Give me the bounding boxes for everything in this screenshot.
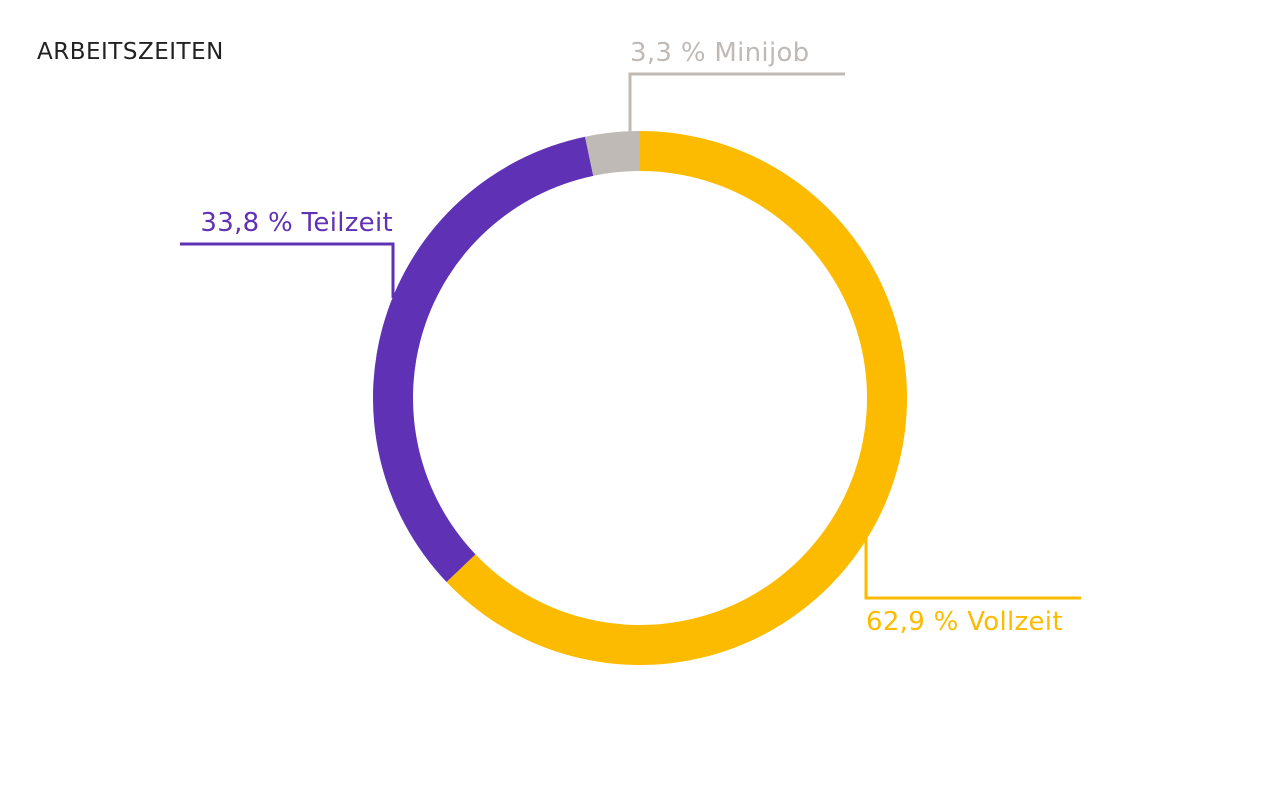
leader-line-minijob [628, 72, 845, 132]
slice-vollzeit [446, 131, 907, 665]
donut-slices [372, 131, 907, 665]
slice-teilzeit [372, 136, 594, 582]
leader-line-teilzeit [180, 242, 395, 298]
slice-minijob [585, 131, 640, 176]
slice-label-teilzeit: 33,8 % Teilzeit [200, 208, 393, 238]
leader-line-vollzeit [864, 538, 1081, 600]
slice-label-vollzeit: 62,9 % Vollzeit [866, 607, 1063, 637]
chart-title: ARBEITSZEITEN [37, 39, 224, 65]
slice-label-minijob: 3,3 % Minijob [630, 38, 809, 68]
